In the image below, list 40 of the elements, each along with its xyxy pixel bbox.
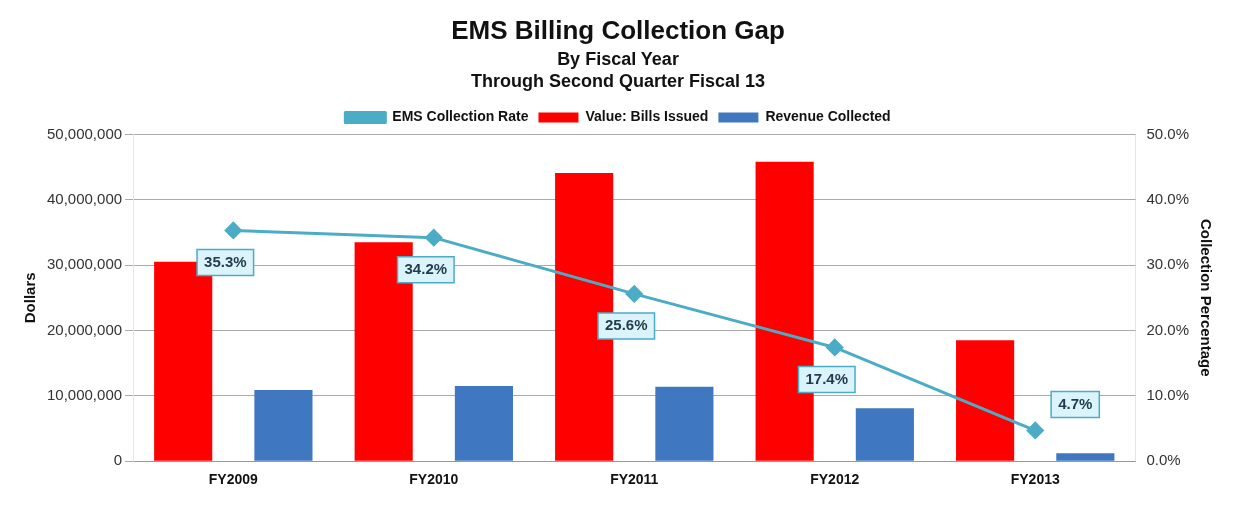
data-label: 17.4% [805,369,849,387]
x-tick-label: FY2013 [1010,471,1060,488]
data-label: 4.7% [1058,394,1093,412]
y2-tick-label: 0.0% [1146,451,1181,469]
bar [655,386,714,461]
chart-title: EMS Billing Collection Gap [451,14,785,45]
bar [454,386,513,461]
point [1026,421,1044,439]
legend-label: EMS Collection Rate [392,108,529,125]
x-tick-label: FY2009 [208,471,259,488]
y-tick-label: 30,000,000 [47,255,123,273]
x-tick-label: FY2012 [810,471,860,488]
point [224,221,242,239]
y-axis-title: Dollars [21,272,39,324]
bar [956,340,1015,461]
y2-tick-label: 40.0% [1146,189,1190,207]
y-tick-label: 20,000,000 [47,320,123,338]
bar [855,408,914,461]
y-tick-label: 40,000,000 [47,189,123,207]
x-tick-label: FY2010 [409,471,459,488]
y2-tick-label: 50.0% [1146,124,1190,142]
y2-tick-label: 30.0% [1146,255,1190,273]
y-tick-label: 0 [113,451,123,469]
data-label: 25.6% [605,316,648,334]
point [826,338,844,356]
chart-subtitle: By Fiscal Year Through Second Quarter Fiscal 13 [470,48,766,91]
legend-label: Revenue Collected [765,108,891,125]
y2-axis-title: Collection Percentage [1197,219,1215,377]
bar [1056,453,1115,461]
point [425,229,443,247]
x-tick-label: FY2011 [610,471,659,488]
data-label: 35.3% [204,252,247,270]
y-tick-label: 10,000,000 [47,385,123,403]
y2-tick-label: 10.0% [1146,385,1190,403]
data-label: 34.2% [404,259,448,277]
point [625,285,643,303]
y2-tick-label: 20.0% [1146,320,1190,338]
bar [254,389,313,461]
y-tick-label: 50,000,000 [47,124,123,142]
legend-label: Value: Bills Issued [585,108,709,125]
